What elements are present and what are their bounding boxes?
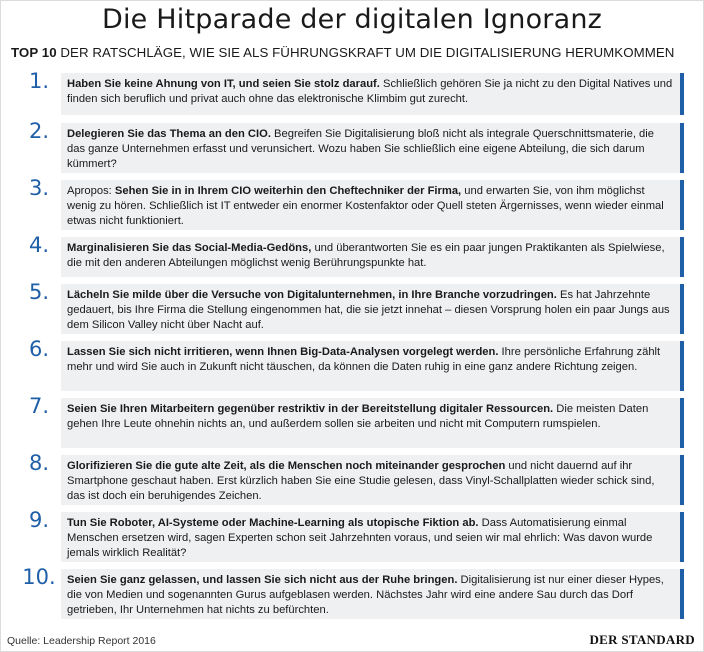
item-number: 10.	[22, 565, 56, 589]
item-body: Ihre persönliche Erfahrung zählt mehr un…	[67, 346, 661, 373]
item-body: Es hat Jahrzehnte gedauert, bis Ihre Fir…	[67, 289, 670, 331]
item-body: Schließlich gehören Sie ja nicht zu den …	[67, 78, 673, 105]
item-headline: Tun Sie Roboter, AI-Systeme oder Machine…	[67, 517, 479, 529]
item-text: Haben Sie keine Ahnung von IT, und seien…	[61, 73, 684, 115]
source-note: Quelle: Leadership Report 2016	[7, 635, 156, 647]
item-headline: Lächeln Sie milde über die Versuche von …	[67, 289, 557, 301]
item-text: Seien Sie Ihren Mitarbeitern gegenüber r…	[61, 398, 684, 448]
item-number: 4.	[28, 233, 50, 257]
item-body: und erwarten Sie, von ihm möglichst weni…	[67, 185, 664, 227]
item-body: und überantworten Sie es ein paar jungen…	[67, 242, 665, 269]
item-text: Marginalisieren Sie das Social-Media-Ged…	[61, 237, 684, 277]
item-number: 7.	[28, 394, 50, 418]
item-headline: Marginalisieren Sie das Social-Media-Ged…	[67, 242, 312, 254]
item-number: 9.	[28, 508, 50, 532]
item-body: und nicht dauernd auf ihr Smartphone ges…	[67, 460, 655, 502]
item-number: 6.	[28, 337, 50, 361]
item-headline: Delegieren Sie das Thema an den CIO.	[67, 128, 271, 140]
item-body: Digitalisierung ist nur einer dieser Hyp…	[67, 574, 664, 616]
item-headline: Haben Sie keine Ahnung von IT, und seien…	[67, 78, 380, 90]
item-body: Die meisten Daten gehen Ihre Leute ohneh…	[67, 403, 649, 430]
item-headline: Seien Sie Ihren Mitarbeitern gegenüber r…	[67, 403, 554, 415]
item-text: Apropos: Sehen Sie in in Ihrem CIO weite…	[61, 180, 684, 230]
item-headline: Glorifizieren Sie die gute alte Zeit, al…	[67, 460, 506, 472]
item-text: Lächeln Sie milde über die Versuche von …	[61, 284, 684, 334]
item-text: Seien Sie ganz gelassen, und lassen Sie …	[61, 569, 684, 619]
subtitle-text: DER RATSCHLÄGE, WIE SIE ALS FÜHRUNGSKRAF…	[60, 45, 675, 60]
item-headline: Lassen Sie sich nicht irritieren, wenn I…	[67, 346, 499, 358]
publisher-logo: DER STANDARD	[589, 632, 695, 647]
item-intro: Apropos:	[67, 185, 115, 197]
item-text: Delegieren Sie das Thema an den CIO. Beg…	[61, 123, 684, 173]
item-text: Lassen Sie sich nicht irritieren, wenn I…	[61, 341, 684, 391]
subtitle-top10: TOP 10	[11, 45, 57, 60]
item-headline: Seien Sie ganz gelassen, und lassen Sie …	[67, 574, 458, 586]
item-text: Tun Sie Roboter, AI-Systeme oder Machine…	[61, 512, 684, 562]
item-text: Glorifizieren Sie die gute alte Zeit, al…	[61, 455, 684, 505]
item-number: 1.	[28, 69, 50, 93]
item-number: 8.	[28, 451, 50, 475]
page-subtitle: TOP 10 DER RATSCHLÄGE, WIE SIE ALS FÜHRU…	[11, 45, 674, 60]
page-title: Die Hitparade der digitalen Ignoranz	[101, 4, 603, 35]
item-headline: Sehen Sie in in Ihrem CIO weiterhin den …	[114, 185, 462, 197]
item-body: Dass Automatisierung einmal Menschen ers…	[67, 517, 653, 559]
item-body: Begreifen Sie Digitalisierung bloß nicht…	[67, 128, 654, 170]
item-number: 2.	[28, 119, 50, 143]
item-number: 3.	[28, 176, 50, 200]
item-number: 5.	[28, 280, 50, 304]
